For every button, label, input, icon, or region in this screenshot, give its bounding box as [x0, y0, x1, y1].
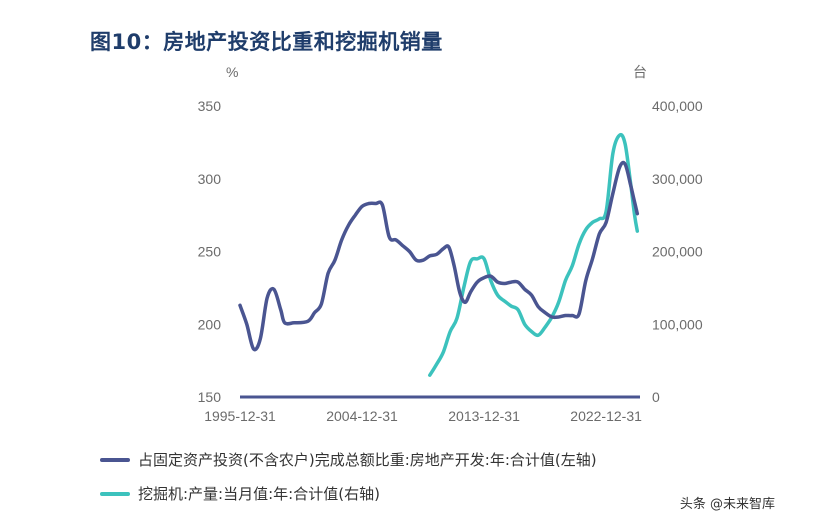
x-tick-label: 1995-12-31	[204, 408, 276, 424]
chart-title: 图10：房地产投资比重和挖掘机销量	[90, 30, 443, 54]
legend-label-right-series: 挖掘机:产量:当月值:年:合计值(右轴)	[138, 485, 380, 503]
left-axis-unit: %	[226, 64, 238, 80]
legend-swatch-right-series	[100, 491, 130, 496]
series-line-investment-share	[238, 160, 640, 352]
x-tick-label: 2013-12-31	[448, 408, 520, 424]
left-tick-label: 200	[198, 316, 222, 332]
x-axis-ticks: 1995-12-31 2004-12-31 2013-12-31 2022-12-31	[204, 408, 642, 424]
x-tick-label: 2022-12-31	[570, 408, 642, 424]
right-tick-label: 300,000	[652, 171, 703, 187]
right-tick-label: 0	[652, 389, 660, 405]
series-group	[238, 132, 640, 377]
left-tick-label: 150	[198, 389, 222, 405]
watermark: 头条 @未来智库	[679, 497, 775, 512]
legend-item-right-series: 挖掘机:产量:当月值:年:合计值(右轴)	[100, 483, 380, 504]
right-axis-ticks: 0 100,000 200,000 300,000 400,000	[652, 98, 703, 405]
right-tick-label: 200,000	[652, 244, 703, 260]
series-line-excavator-output	[428, 132, 640, 377]
legend-label-left-series: 占固定资产投资(不含农户)完成总额比重:房地产开发:年:合计值(左轴)	[138, 451, 597, 469]
legend-item-left-series: 占固定资产投资(不含农户)完成总额比重:房地产开发:年:合计值(左轴)	[100, 449, 597, 470]
left-tick-label: 350	[198, 98, 222, 114]
left-tick-label: 250	[198, 244, 222, 260]
left-tick-label: 300	[198, 171, 222, 187]
legend-swatch-left-series	[100, 457, 130, 462]
left-axis-ticks: 150 200 250 300 350	[198, 98, 222, 405]
right-tick-label: 400,000	[652, 98, 703, 114]
x-tick-label: 2004-12-31	[326, 408, 398, 424]
right-axis-unit: 台	[633, 64, 647, 80]
right-tick-label: 100,000	[652, 316, 703, 332]
